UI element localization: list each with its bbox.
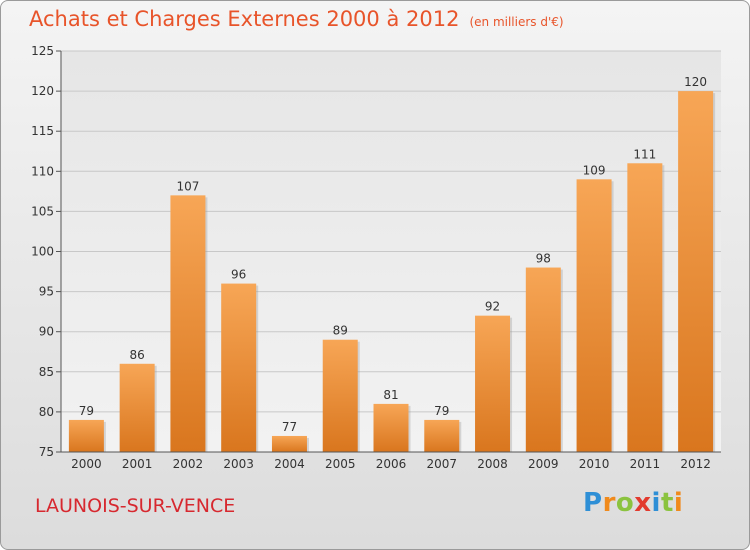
bar-value-label: 79 xyxy=(79,404,94,418)
x-tick-label: 2012 xyxy=(680,457,711,471)
bar xyxy=(322,339,358,452)
bar xyxy=(475,315,511,452)
y-tick-label: 90 xyxy=(39,325,54,339)
y-tick-label: 110 xyxy=(31,164,54,178)
x-tick-label: 2004 xyxy=(274,457,305,471)
bar-value-label: 79 xyxy=(434,404,449,418)
bar-value-label: 120 xyxy=(684,75,707,89)
logo-letter: x xyxy=(634,488,652,518)
bar-value-label: 111 xyxy=(633,147,656,161)
x-axis: 2000 2001 2002 2003 2004 2005 2006 2007 2008 2009… xyxy=(61,451,721,471)
bar xyxy=(68,419,104,452)
chart-unit-note: (en milliers d'€) xyxy=(469,15,564,29)
x-tick-label: 2006 xyxy=(376,457,407,471)
y-tick-label: 95 xyxy=(39,285,54,299)
x-tick-label: 2000 xyxy=(71,457,102,471)
x-tick-label: 2001 xyxy=(122,457,153,471)
x-tick-label: 2010 xyxy=(579,457,610,471)
logo-letter: r xyxy=(602,488,616,518)
y-axis: 75 80 85 90 95 100 105 110 115 120 125 xyxy=(31,44,62,459)
bar-value-label: 96 xyxy=(231,268,246,282)
y-tick-label: 125 xyxy=(31,44,54,58)
place-name: LAUNOIS-SUR-VENCE xyxy=(35,495,236,517)
y-tick-label: 120 xyxy=(31,84,54,98)
y-tick-label: 115 xyxy=(31,124,54,138)
bar xyxy=(678,91,714,452)
y-tick-label: 105 xyxy=(31,204,54,218)
logo-letter: i xyxy=(673,488,684,518)
brand-logo[interactable]: Proxiti xyxy=(583,488,683,518)
logo-letter: i xyxy=(651,488,661,518)
bars: 79 86 107 96 77 89 81 79 92 98 109 111 120 xyxy=(68,75,716,453)
bar-value-label: 92 xyxy=(485,300,500,314)
x-tick-label: 2007 xyxy=(426,457,457,471)
y-tick-label: 85 xyxy=(39,365,54,379)
bar xyxy=(627,163,663,452)
bar-value-label: 107 xyxy=(176,179,199,193)
bar-value-label: 81 xyxy=(383,388,398,402)
bar-value-label: 109 xyxy=(583,163,606,177)
bar-value-label: 77 xyxy=(282,420,297,434)
x-tick-label: 2008 xyxy=(477,457,508,471)
y-tick-label: 80 xyxy=(39,405,54,419)
bar xyxy=(525,267,561,452)
x-tick-label: 2002 xyxy=(173,457,204,471)
bar-value-label: 98 xyxy=(536,252,551,266)
bar xyxy=(271,435,307,452)
logo-letter: t xyxy=(660,488,674,518)
x-tick-label: 2011 xyxy=(630,457,661,471)
y-tick-label: 100 xyxy=(31,245,54,259)
x-tick-label: 2005 xyxy=(325,457,356,471)
chart-title: Achats et Charges Externes 2000 à 2012 (e… xyxy=(29,7,564,31)
bar xyxy=(119,363,155,452)
bar xyxy=(576,179,612,452)
bar xyxy=(373,403,409,452)
logo-letter: o xyxy=(615,488,635,518)
logo-letter: P xyxy=(583,488,603,518)
x-tick-label: 2009 xyxy=(528,457,559,471)
bar-value-label: 89 xyxy=(333,324,348,338)
bar-value-label: 86 xyxy=(130,348,145,362)
y-tick-label: 75 xyxy=(39,445,54,459)
bar xyxy=(221,283,257,452)
bar xyxy=(170,195,206,453)
x-tick-label: 2003 xyxy=(223,457,254,471)
bar xyxy=(424,419,460,452)
chart-title-text: Achats et Charges Externes 2000 à 2012 xyxy=(29,7,460,31)
